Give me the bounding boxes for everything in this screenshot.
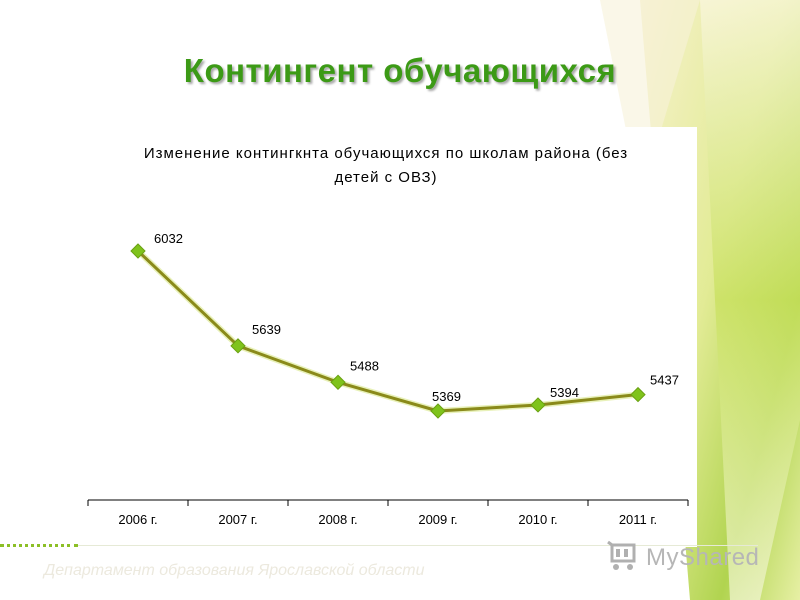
chart-title-line-2: детей с ОВЗ): [334, 169, 438, 186]
data-point: [530, 397, 546, 413]
data-label: 6032: [154, 231, 183, 246]
watermark: MyShared: [606, 540, 776, 576]
footer-text: Департамент образования Ярославской обла…: [44, 562, 425, 579]
data-point: [630, 386, 646, 403]
page-title: Контингент обучающихся: [183, 52, 617, 89]
data-point: [430, 403, 446, 419]
x-tick-label: 2007 г.: [218, 512, 257, 527]
data-label: 5488: [350, 358, 379, 373]
data-label: 5394: [550, 385, 579, 400]
line-chart: 2006 г. 2007 г. 2008 г. 2009 г. 2010 г. 2011 …: [87, 231, 689, 527]
data-point: [230, 338, 246, 354]
data-point: [330, 374, 346, 390]
chart-title-line-1: Изменение контингкнта обучающихся по шко…: [143, 145, 629, 162]
x-tick-label: 2010 г.: [518, 512, 557, 527]
data-label: 5639: [252, 322, 281, 337]
chart-title: Изменение контингкнта обучающихся по шко…: [75, 142, 697, 190]
x-tick-label: 2011 г.: [619, 512, 657, 527]
footer-divider: [78, 545, 758, 546]
cart-icon: [607, 540, 636, 570]
chart-panel: Изменение контингкнта обучающихся по шко…: [75, 127, 697, 547]
watermark-text: MyShared: [646, 544, 760, 571]
x-tick-label: 2006 г.: [118, 512, 157, 527]
data-label: 5437: [650, 373, 679, 388]
decorative-dotted-line: [0, 544, 78, 547]
series-line: [136, 249, 639, 413]
data-point: [130, 243, 146, 259]
x-tick-label: 2009 г.: [418, 512, 457, 527]
x-tick-label: 2008 г.: [318, 512, 357, 527]
data-label: 5369: [432, 389, 461, 404]
